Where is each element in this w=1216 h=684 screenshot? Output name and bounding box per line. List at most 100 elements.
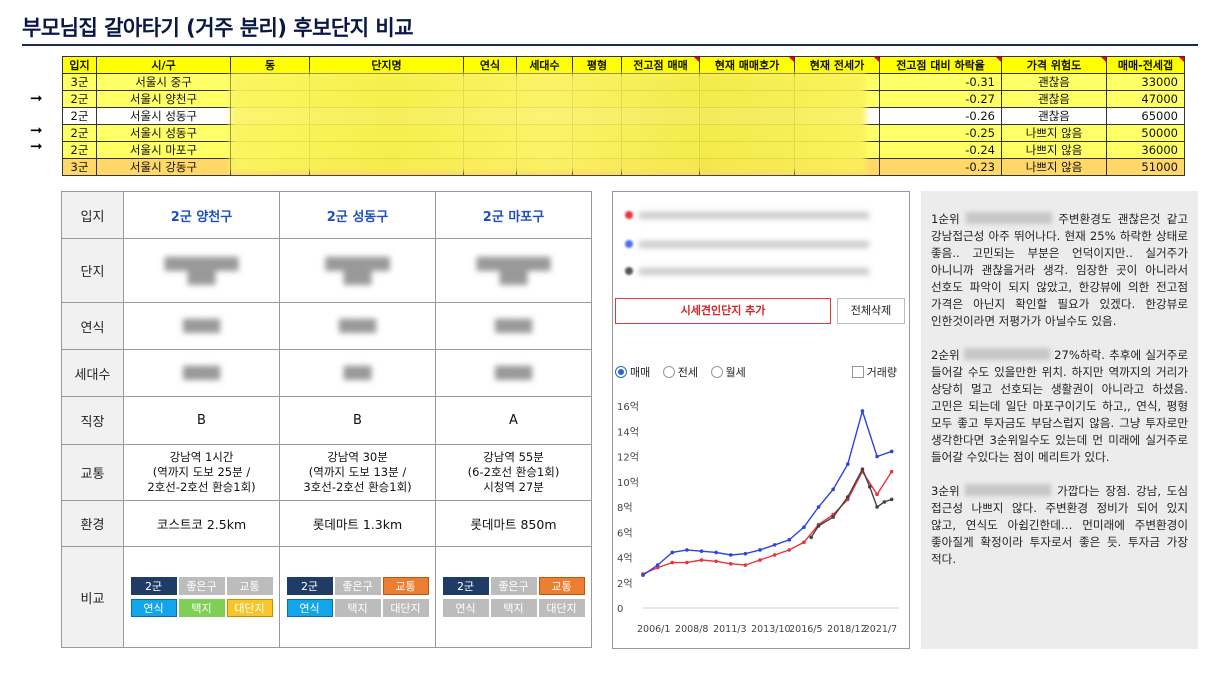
col-header: 동: [230, 56, 310, 74]
row-label: 교통: [61, 444, 124, 501]
col-header: 시/구: [96, 56, 231, 74]
tag-group: 2군 좋은구 교통 연식 택지 대단지: [279, 546, 436, 648]
data-point-blue: [802, 525, 806, 529]
risk-cell: 괜찮음: [1001, 107, 1107, 125]
title-divider: [22, 44, 1198, 46]
volume-checkbox[interactable]: [851, 366, 864, 378]
tier-cell: 2군: [62, 90, 97, 108]
volume-toggle: 거래량: [851, 364, 897, 380]
transport-info: 강남역 55분 (6-2호선 환승1회) 시청역 27분: [435, 444, 592, 501]
transport-line: (6-2호선 환승1회): [467, 465, 560, 479]
tag-transport: 교통: [226, 577, 273, 595]
job-grade: A: [435, 396, 592, 445]
legend-dot-icon: [625, 240, 633, 248]
col-header: 평형: [572, 56, 622, 74]
data-point-red: [787, 548, 792, 552]
radio-monthly[interactable]: [710, 366, 723, 378]
tag-good-district: 좋은구: [178, 577, 225, 595]
drop-rate-cell: -0.26: [879, 107, 1002, 125]
data-point-blue: [758, 548, 762, 552]
col-header: 전고점 대비 하락율: [879, 56, 1002, 74]
tag-land: 택지: [334, 599, 381, 617]
redacted-year: ████: [279, 302, 436, 350]
gap-cell: 51000: [1106, 158, 1185, 176]
data-point-black: [875, 505, 879, 509]
col-header: 현재 전세가: [794, 56, 880, 74]
col-header: 세대수: [516, 56, 573, 74]
note-rank-1: 1순위 주변환경도 괜찮은것 같고 강남접근성 아주 뛰어나다. 현재 25% …: [931, 211, 1188, 330]
note-text: 가깝다는 장점. 강남, 도심 접근성 나쁘지 않다. 주변환경 정비가 되어 …: [931, 484, 1189, 566]
data-point-red: [875, 492, 879, 497]
tag-good-district: 좋은구: [490, 577, 537, 595]
compare-row-transport: 교통 강남역 1시간 (역까지 도보 25분 / 2호선-2호선 환승1회) 강…: [61, 444, 592, 501]
compare-row-households: 세대수 ████ ███ ████: [61, 349, 592, 397]
transport-line: 2호선-2호선 환승1회): [147, 480, 256, 494]
col-header: 매매-전세갭: [1106, 56, 1185, 74]
note-rank-3: 3순위 가깝다는 장점. 강남, 도심 접근성 나쁘지 않다. 주변환경 정비가…: [931, 483, 1188, 568]
drop-rate-cell: -0.25: [879, 124, 1002, 142]
district-cell: 서울시 마포구: [96, 141, 231, 159]
data-point-black: [816, 524, 821, 528]
risk-cell: 나쁘지 않음: [1001, 124, 1107, 142]
price-line-chart: 16억 14억 12억 10억 8억 6억 4억 2억 0 2006/1 2008/8 2011/3 2…: [617, 401, 899, 635]
data-point-red: [728, 562, 733, 566]
comparison-table: 입지 2군 양천구 2군 성동구 2군 마포구 단지 ████████ ███ █…: [61, 191, 592, 648]
data-point-blue: [728, 553, 733, 557]
data-point-blue: [699, 549, 704, 553]
gap-cell: 36000: [1106, 141, 1185, 159]
arrow-icon: ➞: [30, 137, 43, 155]
data-point-red: [743, 563, 748, 567]
price-chart-panel: 시세견인단지 추가 전체삭제 매매 전세 월세 거래량 16억 14억 12억 10억…: [612, 191, 910, 649]
district-cell: 서울시 성동구: [96, 124, 231, 142]
data-point-black: [867, 485, 872, 489]
y-tick-label: 10억: [617, 477, 639, 489]
x-tick-label: 2021/7: [864, 624, 897, 635]
radio-jeonse[interactable]: [662, 366, 675, 378]
x-tick-label: 2008/8: [675, 624, 708, 635]
redacted-legend-text: [639, 212, 869, 219]
row-label: 입지: [61, 191, 124, 239]
y-tick-label: 12억: [617, 452, 639, 464]
x-tick-label: 2011/3: [713, 624, 746, 635]
col-header: 전고점 매매: [621, 56, 700, 74]
transport-info: 강남역 1시간 (역까지 도보 25분 / 2호선-2호선 환승1회): [123, 444, 280, 501]
legend-item-black[interactable]: [625, 264, 885, 278]
arrow-icon: ➞: [30, 89, 43, 107]
tag-group: 2군 좋은구 교통 연식 택지 대단지: [123, 546, 280, 648]
redacted-legend-text: [639, 268, 869, 275]
add-reference-complex-button[interactable]: 시세견인단지 추가: [615, 298, 831, 324]
redacted-complex-name: ████████ ███: [435, 238, 592, 303]
risk-cell: 괜찮음: [1001, 73, 1107, 91]
radio-sale[interactable]: [615, 366, 627, 378]
tag-transport: 교통: [538, 577, 585, 595]
delete-all-button[interactable]: 전체삭제: [837, 298, 905, 324]
y-tick-label: 14억: [617, 426, 639, 438]
environment-info: 코스트코 2.5km: [123, 500, 280, 547]
tag-age: 연식: [130, 599, 177, 617]
transport-line: 강남역 1시간: [169, 450, 234, 464]
row-label: 환경: [61, 500, 124, 547]
radio-label: 월세: [725, 366, 746, 379]
job-grade: B: [123, 396, 280, 445]
series-line-black: [810, 467, 892, 538]
data-point-red: [758, 558, 762, 562]
legend-item-blue[interactable]: [625, 237, 885, 251]
transport-line: (역까지 도보 13분 /: [308, 465, 407, 479]
data-point-blue: [670, 550, 675, 555]
note-text: 27%하락. 추후에 실거주로 들어갈 수도 있을만한 위치. 하지만 역까지의…: [931, 348, 1189, 464]
x-tick-label: 2016/5: [789, 624, 822, 635]
data-point-red: [802, 540, 806, 545]
column-header: 2군 성동구: [279, 191, 436, 239]
col-header: 단지명: [309, 56, 464, 74]
rank-label: 2순위: [931, 348, 960, 362]
col-header: 입지: [62, 56, 97, 74]
series-line-red: [642, 470, 893, 575]
x-tick-label: 2013/10: [751, 624, 790, 635]
redacted-households: ███: [279, 349, 436, 397]
district-cell: 서울시 강동구: [96, 158, 231, 176]
district-cell: 서울시 양천구: [96, 90, 231, 108]
legend-item-red[interactable]: [625, 208, 885, 222]
row-label: 직장: [61, 396, 124, 445]
gap-cell: 47000: [1106, 90, 1185, 108]
tag-large-complex: 대단지: [538, 599, 585, 617]
